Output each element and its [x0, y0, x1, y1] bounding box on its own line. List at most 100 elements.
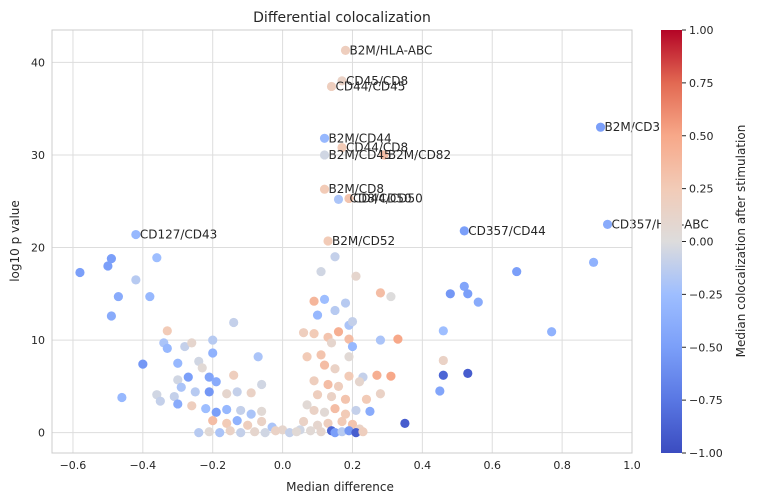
- point-annotation: B2M/CD44: [329, 131, 392, 145]
- scatter-point: [333, 327, 344, 337]
- y-tick-label: 40: [31, 56, 45, 69]
- scatter-point: [344, 371, 354, 381]
- chart-title: Differential colocalization: [253, 10, 431, 26]
- scatter-point: [330, 403, 340, 414]
- x-tick-label: 0.0: [274, 459, 292, 472]
- scatter-point: [162, 326, 172, 336]
- scatter-point: [208, 348, 218, 358]
- colorbar-tick-label: −0.75: [689, 394, 723, 407]
- point-annotation: CD357/CD44: [468, 224, 545, 238]
- scatter-point: [291, 427, 302, 437]
- point-annotation: CD357/HLA-ABC: [612, 217, 709, 231]
- scatter-point: [438, 370, 448, 380]
- scatter-point: [326, 338, 337, 348]
- scatter-point: [347, 341, 358, 352]
- scatter-point: [173, 358, 183, 368]
- scatter-point: [215, 428, 225, 438]
- scatter-point: [473, 297, 483, 307]
- scatter-point: [113, 291, 123, 302]
- scatter-point: [386, 371, 396, 381]
- scatter-point: [117, 392, 127, 403]
- scatter-point: [173, 375, 183, 385]
- scatter-point: [344, 193, 354, 204]
- scatter-point: [372, 370, 382, 380]
- scatter-point: [330, 364, 340, 374]
- point-annotation: CD44/CD8: [346, 141, 408, 155]
- scatter-point: [152, 253, 162, 263]
- scatter-point: [232, 387, 242, 397]
- scatter-point: [155, 396, 165, 406]
- scatter-point: [602, 219, 613, 229]
- scatter-point: [197, 363, 207, 373]
- scatter-point: [204, 387, 214, 397]
- scatter-point: [588, 257, 599, 267]
- x-tick-label: 0.8: [553, 459, 571, 472]
- scatter-point: [180, 341, 190, 352]
- scatter-point: [236, 428, 246, 438]
- scatter-point: [229, 370, 239, 380]
- scatter-point: [351, 271, 361, 281]
- scatter-point: [257, 416, 267, 427]
- scatter-point: [326, 391, 337, 402]
- scatter-point: [319, 407, 330, 417]
- scatter-point: [278, 425, 288, 435]
- scatter-point: [344, 352, 354, 362]
- scatter-point: [229, 317, 239, 328]
- data-points: [75, 45, 613, 438]
- scatter-point: [106, 311, 116, 321]
- scatter-point: [316, 427, 326, 437]
- scatter-point: [260, 428, 270, 438]
- scatter-point: [298, 416, 309, 427]
- scatter-point: [435, 386, 445, 396]
- point-annotation: CD127/CD43: [140, 228, 217, 242]
- scatter-point: [340, 45, 351, 55]
- scatter-point: [246, 409, 256, 419]
- colorbar: [661, 30, 682, 453]
- point-annotation: B2M/CD8: [329, 182, 385, 196]
- scatter-point: [204, 427, 214, 437]
- scatter-point: [358, 427, 368, 437]
- scatter-point: [340, 298, 351, 308]
- point-annotation: CD44/CD45: [336, 79, 406, 93]
- colorbar-tick-label: −0.25: [689, 288, 723, 301]
- scatter-point: [232, 416, 242, 426]
- scatter-point: [211, 407, 221, 417]
- scatter-point: [190, 387, 200, 397]
- scatter-point: [330, 252, 340, 262]
- scatter-point: [106, 254, 116, 264]
- scatter-point: [316, 266, 326, 277]
- point-annotation: CD45/CD8: [346, 74, 408, 88]
- colorbar-tick-label: 1.00: [689, 24, 714, 37]
- scatter-point: [354, 377, 365, 387]
- point-annotation: B2M/CD35: [605, 120, 668, 134]
- colorbar-tick-label: 0.50: [689, 130, 714, 143]
- scatter-point: [323, 236, 333, 246]
- scatter-point: [194, 428, 204, 438]
- scatter-point: [337, 427, 347, 437]
- scatter-point: [445, 289, 455, 299]
- scatter-point: [312, 310, 323, 320]
- y-axis-label: log10 p value: [8, 200, 22, 282]
- colorbar-ticks: −1.00 −0.75 −0.50 −0.25 0.00 0.25 0.50 0.75 1.00: [682, 24, 723, 460]
- scatter-point: [379, 150, 389, 160]
- scatter-point: [246, 388, 256, 398]
- scatter-point: [459, 281, 469, 291]
- scatter-point: [386, 291, 396, 302]
- scatter-point: [344, 426, 354, 436]
- scatter-point: [438, 326, 448, 336]
- scatter-point: [222, 404, 232, 415]
- scatter-point: [187, 338, 197, 348]
- y-tick-label: 20: [31, 242, 45, 255]
- y-tick-labels: 0 10 20 30 40: [31, 56, 45, 439]
- scatter-point: [103, 261, 113, 271]
- scatter-point: [323, 418, 333, 428]
- point-annotation: CD44/CD50: [353, 191, 423, 205]
- colorbar-tick-label: −1.00: [689, 447, 723, 460]
- point-annotation: B2M/CD52: [332, 234, 395, 248]
- scatter-point: [547, 327, 557, 337]
- scatter-point: [438, 355, 448, 366]
- scatter-point: [330, 305, 340, 316]
- colorbar-tick-label: 0.00: [689, 236, 714, 249]
- scatter-point: [375, 288, 386, 298]
- scatter-point: [330, 428, 340, 438]
